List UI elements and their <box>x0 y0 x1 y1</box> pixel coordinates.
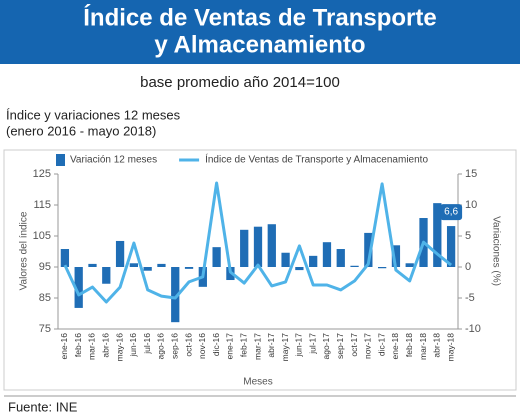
bar <box>129 263 138 267</box>
chart-frame <box>3 149 517 391</box>
header-band <box>0 0 520 64</box>
x-tick-label: ago-16 <box>156 333 166 360</box>
bar <box>212 247 221 267</box>
y-tick-label: 75 <box>39 323 51 335</box>
chart-title: Índice de Ventas de Transporte <box>83 3 436 31</box>
x-tick-label: abr-17 <box>266 333 276 358</box>
x-tick-label: mar-17 <box>252 333 262 360</box>
x-tick-label: feb-16 <box>73 333 83 357</box>
x-tick-label: mar-16 <box>87 333 97 360</box>
y2-tick-label: -10 <box>465 323 481 335</box>
y2-tick-label: 5 <box>465 230 471 242</box>
y-tick-label: 115 <box>33 199 51 211</box>
bar <box>171 267 180 323</box>
x-tick-label: abr-16 <box>101 333 111 358</box>
bar <box>446 226 456 267</box>
y-axis-label: Valores del índice <box>19 211 30 290</box>
legend-swatch <box>56 154 65 166</box>
line <box>63 181 453 304</box>
x-tick-label: jul-17 <box>307 333 317 355</box>
x-tick-label: ene-16 <box>59 333 69 360</box>
chart-subtitle: base promedio año 2014=100 <box>140 74 340 91</box>
bar <box>115 240 125 267</box>
bar <box>405 263 414 267</box>
bar <box>350 265 359 267</box>
x-tick-label: sep-16 <box>169 333 179 359</box>
bar <box>336 249 345 267</box>
bar <box>391 245 401 267</box>
y2-tick-label: 10 <box>465 199 477 211</box>
bar <box>322 242 332 267</box>
chart-title: y Almacenamiento <box>154 31 365 58</box>
x-tick-label: nov-17 <box>363 333 373 359</box>
x-tick-label: mar-18 <box>418 333 428 360</box>
x-tick-label: sep-17 <box>335 333 345 359</box>
x-tick-label: jun-17 <box>294 333 304 358</box>
bar <box>253 226 263 267</box>
x-tick-label: may-18 <box>445 333 455 362</box>
y2-tick-label: 15 <box>465 168 477 180</box>
x-tick-label: jul-16 <box>142 333 152 355</box>
x-tick-label: ene-17 <box>225 333 235 360</box>
bar <box>267 224 276 267</box>
source: Fuente: INE <box>8 399 78 414</box>
value-label-box <box>440 204 463 221</box>
y-tick-label: 125 <box>33 168 51 180</box>
bar <box>143 267 152 271</box>
y-tick-label: 95 <box>39 261 51 273</box>
x-tick-label: dic-17 <box>376 333 386 356</box>
y2-axis-label: Variaciones (%) <box>490 216 501 286</box>
x-tick-label: jun-16 <box>128 333 138 358</box>
x-tick-label: may-17 <box>280 333 290 362</box>
bar <box>102 267 111 284</box>
chart-label: Índice y variaciones 12 meses <box>6 107 181 122</box>
y2-tick-label: 0 <box>465 261 471 273</box>
x-tick-label: dic-16 <box>211 333 221 356</box>
bar <box>184 267 194 269</box>
value-label: 6,6 <box>444 207 458 218</box>
bar <box>88 263 97 267</box>
x-axis-label: Meses <box>243 377 272 388</box>
bar <box>240 229 249 267</box>
chart-label: (enero 2016 - mayo 2018) <box>6 123 156 138</box>
bar <box>378 267 387 269</box>
y-tick-label: 85 <box>39 292 51 304</box>
x-tick-label: ago-17 <box>321 333 331 360</box>
bar <box>157 263 166 267</box>
bar <box>309 255 318 267</box>
x-tick-label: may-16 <box>114 333 124 362</box>
x-tick-label: feb-17 <box>238 333 248 357</box>
legend-label: Índice de Ventas de Transporte y Almacen… <box>205 153 428 166</box>
bar <box>433 203 442 267</box>
bar <box>295 267 304 271</box>
x-tick-label: abr-18 <box>432 333 442 358</box>
legend-label: Variación 12 meses <box>70 155 157 166</box>
bar <box>281 252 290 267</box>
bar <box>74 267 83 308</box>
x-tick-label: oct-17 <box>349 333 359 357</box>
y2-tick-label: -5 <box>465 292 475 304</box>
y-tick-label: 105 <box>33 230 51 242</box>
x-tick-label: nov-16 <box>197 333 207 359</box>
bar <box>60 249 70 267</box>
x-tick-label: oct-16 <box>183 333 193 357</box>
x-tick-label: feb-18 <box>404 333 414 357</box>
bar <box>364 232 373 267</box>
x-tick-label: ene-18 <box>390 333 400 360</box>
